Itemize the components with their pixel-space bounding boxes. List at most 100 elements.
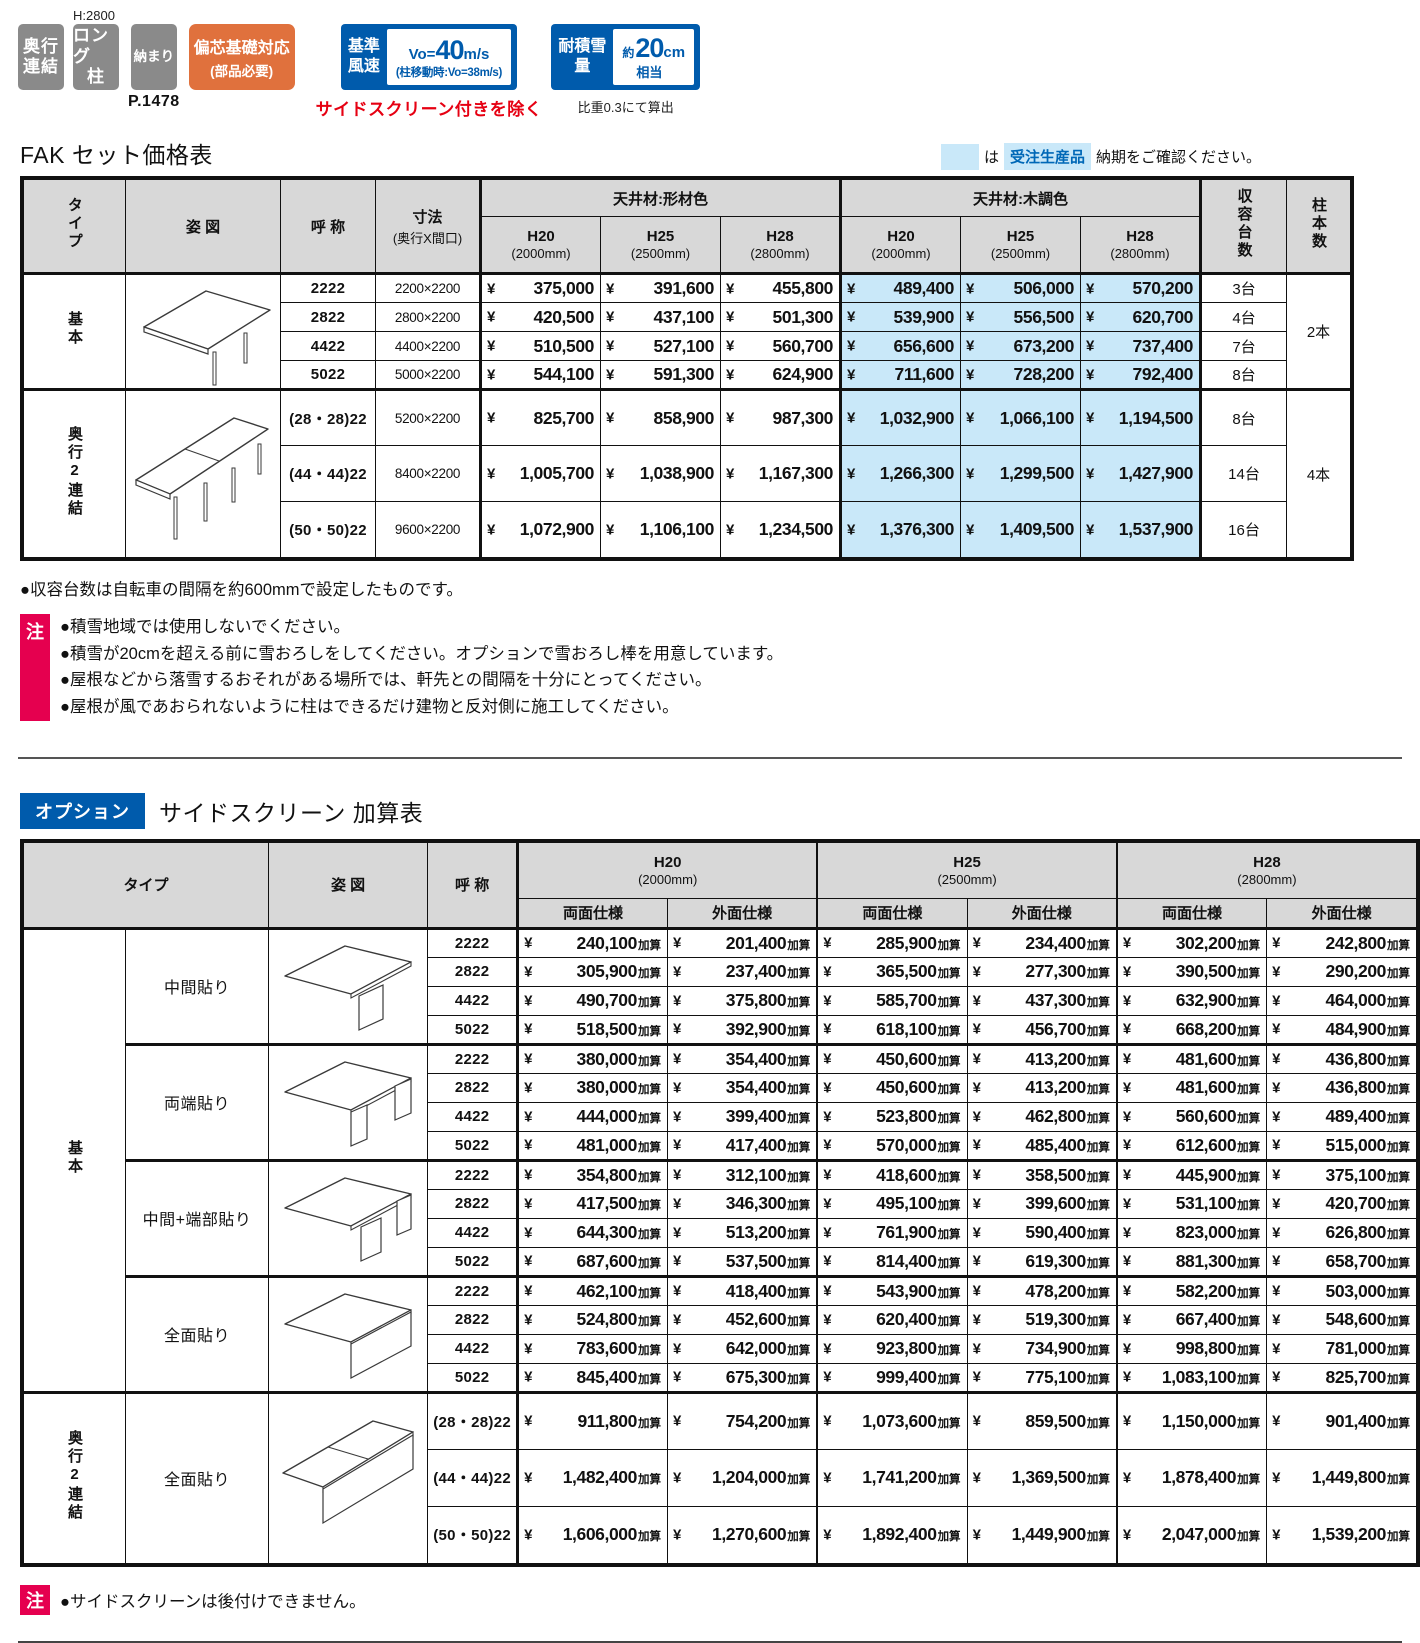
price-value: 455,800 xyxy=(772,278,834,298)
yen-sign: ¥ xyxy=(1122,1020,1132,1038)
price-value: 792,400 xyxy=(1132,364,1194,384)
kasan-suffix: 加算 xyxy=(637,1084,661,1097)
yen-sign: ¥ xyxy=(1272,963,1281,981)
price-value: 358,500 xyxy=(1025,1164,1086,1185)
capacity-value: 4台 xyxy=(1199,302,1287,332)
price-value: 1,150,000 xyxy=(1161,1410,1237,1431)
price-value: 513,200 xyxy=(725,1222,787,1243)
price-value: 1,066,100 xyxy=(999,407,1075,428)
yen-sign: ¥ xyxy=(972,1136,981,1154)
kasan-suffix: 加算 xyxy=(1237,1345,1261,1358)
price-value: 302,200 xyxy=(1175,932,1237,953)
price-cell-mto: ¥1,032,900 xyxy=(839,388,961,446)
legend-text: 納期をご確認ください。 xyxy=(1095,149,1261,166)
col-header-h25: H25 (2500mm) xyxy=(600,216,721,274)
addition-price-cell: ¥418,400加算 xyxy=(666,1274,818,1306)
addition-price-cell: ¥237,400加算 xyxy=(666,956,818,987)
price-value: 1,194,500 xyxy=(1118,407,1194,428)
kasan-suffix: 加算 xyxy=(1086,1055,1110,1068)
yen-sign: ¥ xyxy=(972,934,981,952)
model-size: 5000×2200 xyxy=(375,360,481,390)
price-cell-mto: ¥539,900 xyxy=(839,302,961,332)
price-value: 814,400 xyxy=(876,1250,937,1271)
badge-text: ロング xyxy=(73,26,109,66)
price-value: 485,400 xyxy=(1025,1134,1086,1155)
caution-item: ●積雪地域では使用しないでください。 xyxy=(60,618,350,636)
price-cell-mto: ¥656,600 xyxy=(839,331,961,361)
addition-price-cell: ¥570,000加算 xyxy=(816,1130,968,1161)
kasan-suffix: 加算 xyxy=(1086,1373,1110,1386)
addition-price-cell: ¥240,100加算 xyxy=(516,926,668,958)
model-name: 2222 xyxy=(427,1274,519,1306)
yen-sign: ¥ xyxy=(1086,465,1095,482)
yen-sign: ¥ xyxy=(672,934,682,952)
price-value: 201,400 xyxy=(725,932,787,953)
yen-sign: ¥ xyxy=(487,280,496,297)
price-value: 1,266,300 xyxy=(879,463,955,483)
price-value: 506,000 xyxy=(1013,278,1075,298)
addition-price-cell: ¥436,800加算 xyxy=(1266,1042,1417,1074)
yen-sign: ¥ xyxy=(1272,1368,1281,1386)
col-header-outer-side: 外面仕様 xyxy=(966,897,1118,929)
kasan-suffix: 加算 xyxy=(937,1200,961,1213)
kasan-suffix: 加算 xyxy=(637,1113,661,1126)
type-text: 奥行2連結 xyxy=(66,425,83,518)
snow-subvalue: 相当 xyxy=(636,65,663,80)
addition-price-cell: ¥485,400加算 xyxy=(966,1130,1118,1161)
price-value: 1,878,400 xyxy=(1161,1467,1237,1488)
price-value: 1,167,300 xyxy=(758,463,834,483)
yen-sign: ¥ xyxy=(487,366,496,383)
section2-header: オプション サイドスクリーン 加算表 xyxy=(20,792,1420,829)
price-value: 781,000 xyxy=(1325,1338,1387,1359)
model-name: (50・50)22 xyxy=(280,501,376,558)
yen-sign: ¥ xyxy=(1122,1412,1132,1430)
yen-sign: ¥ xyxy=(524,1252,533,1270)
badge-col: 基準 風速 Vo= 40 m/s (柱移動時:Vo=38m/s) サイドスクリーン付き… xyxy=(316,8,543,120)
col-header-pillars: 柱本数 xyxy=(1286,179,1351,274)
addition-price-cell: ¥523,800加算 xyxy=(816,1101,968,1132)
kasan-suffix: 加算 xyxy=(1387,1531,1410,1544)
yen-sign: ¥ xyxy=(1122,1340,1132,1358)
figure-full-screen xyxy=(267,1274,429,1393)
caution-label: 注 xyxy=(26,1590,44,1611)
yen-sign: ¥ xyxy=(1272,992,1281,1010)
addition-price-cell: ¥201,400加算 xyxy=(666,926,818,958)
yen-sign: ¥ xyxy=(1272,934,1281,952)
header-text: 収容台数 xyxy=(1235,188,1253,260)
kasan-suffix: 加算 xyxy=(637,1141,661,1154)
price-value: 456,700 xyxy=(1025,1018,1086,1039)
kasan-suffix: 加算 xyxy=(1387,1373,1410,1386)
kasan-suffix: 加算 xyxy=(937,1531,961,1544)
yen-sign: ¥ xyxy=(823,1340,832,1358)
model-size: 2200×2200 xyxy=(375,272,481,303)
price-cell: ¥1,106,100 xyxy=(600,501,721,558)
snow-label: 耐積雪量 xyxy=(551,24,613,90)
badge-text: 偏芯基礎対応 xyxy=(193,40,290,57)
legend-text: は xyxy=(983,149,999,166)
yen-sign: ¥ xyxy=(672,1195,682,1213)
addition-price-cell: ¥998,800加算 xyxy=(1115,1333,1268,1364)
price-value: 312,100 xyxy=(725,1164,787,1185)
price-value: 1,409,500 xyxy=(999,519,1075,539)
price-value: 658,700 xyxy=(1325,1250,1387,1271)
price-cell: ¥1,167,300 xyxy=(720,445,841,502)
header-subtext: (2500mm) xyxy=(630,246,691,261)
yen-sign: ¥ xyxy=(524,963,533,981)
model-name: 2222 xyxy=(427,1158,519,1190)
price-value: 1,270,600 xyxy=(712,1524,787,1545)
yen-sign: ¥ xyxy=(1122,963,1132,981)
price-value: 305,900 xyxy=(576,961,638,982)
price-value: 1,482,400 xyxy=(562,1467,638,1488)
yen-sign: ¥ xyxy=(726,366,735,383)
price-value: 375,000 xyxy=(533,278,595,298)
price-value: 543,900 xyxy=(876,1280,937,1301)
price-value: 823,000 xyxy=(1175,1222,1237,1243)
price-value: 858,900 xyxy=(653,407,715,428)
yen-sign: ¥ xyxy=(823,1252,832,1270)
badge-text: 耐積雪 xyxy=(558,38,607,55)
col-header-size: 寸法 (奥行X間口) xyxy=(375,179,481,274)
diagram-depth2-canopy xyxy=(135,417,269,540)
section-divider xyxy=(18,756,1402,759)
addition-price-cell: ¥845,400加算 xyxy=(516,1362,668,1393)
addition-price-cell: ¥444,000加算 xyxy=(516,1101,668,1132)
